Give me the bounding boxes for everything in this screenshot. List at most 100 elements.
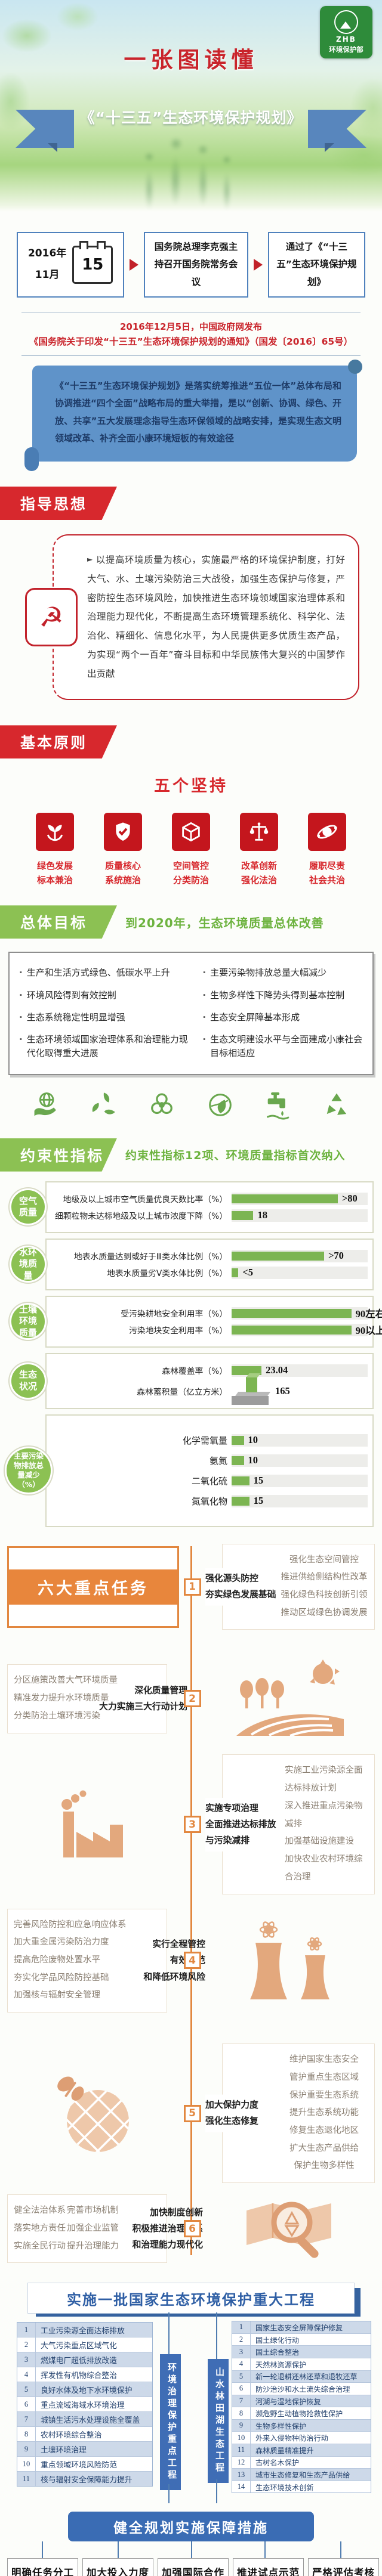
task-item: 提升生态系统功能 [289, 2108, 359, 2118]
goal-list-right: · 主要污染物排放总量大幅减少 · 生物多样性下降势头得到基本控制 · 生态安全屏障基本形… [201, 966, 369, 1069]
task-4: 完善风险防控和应急响应体系 加大重金属污染防治力度 提高危险废物处置水平 夯实化学品风… [7, 1908, 375, 2013]
bar-fill [232, 1366, 262, 1375]
scroll-curl-bottom [24, 447, 39, 471]
table-row: 1 工业污染源全面达标排放 [17, 2323, 152, 2338]
space-control-cube-icon [172, 813, 210, 852]
connector-line [118, 2541, 119, 2559]
row-text: 燃煤电厂超低排放改造 [41, 2356, 117, 2365]
task-item: 加强基础设施建设 [285, 1837, 354, 1847]
task-item: 实施全民行动 [14, 2241, 66, 2251]
row-text: 天然林资源保护 [255, 2360, 307, 2369]
row-number: 1 [232, 2321, 251, 2333]
plan-title: 《“十三五”生态环境保护规划》 [79, 109, 303, 126]
vertical-label-environment: 环境治理保护重点工程 [160, 2354, 181, 2491]
task-number-badge: 3 [183, 1816, 201, 1833]
indicator-category-badge: 土壤环境质量 [10, 1303, 47, 1340]
notice-line1: 2016年12月5日，中国政府网发布 [119, 321, 263, 332]
section-banner-indicators: 约束性指标 [0, 1138, 117, 1172]
row-number: 6 [232, 2383, 251, 2395]
recycle-leaves-icon [92, 1092, 115, 1114]
table-row: 3 燃煤电厂超低排放改造 [17, 2352, 152, 2368]
guiding-thought-section: 指导思想 ☭ ► 以提高环境质量为核心，实施最严格的环境保护制度，打好大气、水、… [0, 487, 382, 701]
safeguard-card-3: 加强国际合作 •参与国际环境治理•提升国际合作水平 [158, 2558, 229, 2576]
task-items-box: 维护国家生态安全 管护重点生态区域 保护重要生态系统 提升生态系统功能 修复生态退化地区… [222, 2044, 375, 2184]
indicator-row: 地表水质量劣Ⅴ类水体比例（%） <5 [50, 1266, 368, 1279]
scroll-body: 《“十三五”生态环境保护规划》是落实统筹推进“五位一体”总体布局和协调推进“四个… [32, 366, 357, 462]
table-row: 9 土壤环境治理 [17, 2442, 152, 2457]
indicator-row: 氨氮 10 [50, 1454, 368, 1467]
row-text: 城镇生活污水处理设施全覆盖 [41, 2416, 140, 2425]
indicator-row: 地表水质量达到或好于Ⅲ类水体比例（%） >70 [50, 1249, 368, 1262]
bar-value: 18 [257, 1209, 267, 1221]
task-item: 维护国家生态安全 [289, 2055, 359, 2065]
approval-box: 通过了《“十三五”生态环境保护规划》 [267, 232, 365, 298]
table-row: 13 城市生态修复和生态产品供给 [232, 2469, 371, 2481]
task-items-box: 实施工业污染源全面达标排放计划 深入推进重点污染物减排 加强基础设施建设 加快农业农村… [222, 1754, 375, 1894]
bar-track: 23.04 [232, 1364, 368, 1377]
indicator-category-badge: 生态状况 [10, 1362, 47, 1400]
table-row: 3 国土综合整治 [232, 2346, 371, 2358]
row-number: 10 [232, 2432, 251, 2444]
task-number-badge: 4 [183, 1952, 201, 1970]
task-item: 分区施策改善大气环境质量 [14, 1676, 118, 1686]
row-text: 工业污染源全面达标排放 [41, 2326, 125, 2335]
task-2: 分区施策改善大气环境质量 精准发力提升水环境质量 分类防治土壤环境污染 深化质量管理… [7, 1658, 375, 1739]
row-number: 5 [232, 2370, 251, 2383]
task-item: 夯实化学品风险防控基础 [14, 1973, 109, 1983]
bar-fill [232, 1456, 244, 1465]
bar-value: >80 [341, 1193, 358, 1205]
goal-item: · 生态安全屏障基本形成 [202, 1011, 300, 1023]
eco-icons-row [30, 1089, 352, 1120]
table-row: 10 重点领域环境风险防范 [17, 2457, 152, 2472]
safeguard-card-5: 严格评估考核 •在2018年、2020年底，分别对本规划执行情况进行中期评估和终… [308, 2558, 379, 2576]
task-item: 完善风险防控和应急响应体系 [14, 1919, 127, 1930]
indicator-group-soil: 土壤环境质量 受污染耕地安全利用率（%） 90左右 污染地块安全利用率（%） 9… [10, 1295, 382, 1348]
connector-line [191, 2541, 192, 2559]
party-emblem-icon: ☭ [25, 588, 78, 647]
day-label: 15 [82, 256, 104, 274]
arrow-right-icon [253, 259, 263, 271]
principle-item: 改革创新 强化法治 [232, 813, 286, 887]
bar-fill [232, 1194, 338, 1203]
table-row: 8 农村环境综合整治 [17, 2427, 152, 2442]
row-text: 城市生态修复和生态产品供给 [255, 2471, 350, 2480]
task-title: 加大保护力度 强化生态修复 [205, 2094, 278, 2132]
triangle-bullet: ► [87, 555, 93, 564]
water-saving-tap-icon [267, 1092, 289, 1120]
bar-value: 23.04 [266, 1364, 288, 1376]
indicator-row: 化学需氧量 10 [50, 1433, 368, 1447]
row-text: 古树名木保护 [255, 2459, 300, 2467]
approval-timeline: 2016年 11月 15 国务院总理李克强主持召开国务院常务会议 通过了《“十三… [17, 232, 365, 298]
vertical-label-landscape: 山水林田湖生态工程 [208, 2359, 229, 2484]
row-text: 防沙治沙和水土流失综合治理 [255, 2385, 350, 2394]
row-text: 核与辐射安全保障能力提升 [41, 2475, 133, 2484]
year-label: 2016年 [27, 247, 67, 260]
projects-table-right: 1 国家生态安全屏障保护修复 2 国土绿化行动 3 国土综合整治 4 天然林资源… [232, 2321, 371, 2494]
row-number: 5 [17, 2382, 36, 2397]
task-item: 强化生态空间管控 [289, 1555, 359, 1565]
row-number: 7 [17, 2412, 36, 2427]
task-item: 实施工业污染源全面达标排放计划 [285, 1766, 363, 1794]
table-row: 8 濒危野生动植物抢救性保护 [232, 2407, 371, 2420]
leaf-background [0, 0, 382, 212]
farm-field-icon [236, 1659, 344, 1738]
indicator-group-air: 空气质量 地级及以上城市空气质量优良天数比率（%） >80 细颗粒物未达标地级及… [10, 1181, 374, 1233]
task-1: 六大重点任务 1 强化生态空间管控 推进供给侧结构性改革 强化绿色科技创新引领 推动区… [7, 1543, 375, 1630]
six-tasks-banner-box: 六大重点任务 [7, 1546, 179, 1628]
row-number: 3 [232, 2346, 251, 2358]
bar-fill [232, 1268, 239, 1277]
divider [21, 355, 361, 356]
bar-fill [232, 1476, 249, 1485]
task-5: 5 维护国家生态安全 管护重点生态区域 保护重要生态系统 提升生态系统功能 修复生态退化… [7, 2044, 375, 2184]
task-number-badge: 5 [183, 2104, 201, 2122]
title-ribbon: 《“十三五”生态环境保护规划》 [0, 89, 382, 162]
row-number: 11 [17, 2472, 36, 2487]
principle-item: 履职尽责 社会共治 [300, 813, 355, 887]
task-item: 保护生物多样性 [294, 2161, 355, 2171]
biohazard-icon [151, 1093, 173, 1114]
safeguard-card-4: 推进试点示范 •推进国家生态文明试验区建设•强化示范引领•深入推进重点政策制度试… [233, 2558, 304, 2576]
indicator-group-water: 水环境质量 地表水质量达到或好于Ⅲ类水体比例（%） >70 地表水质量劣Ⅴ类水体… [10, 1238, 374, 1290]
task-title: 深化质量管理 大力实施三大行动计划 [99, 1685, 187, 1712]
row-number: 3 [17, 2352, 36, 2367]
section-banner-principles: 基本原则 [0, 725, 117, 759]
